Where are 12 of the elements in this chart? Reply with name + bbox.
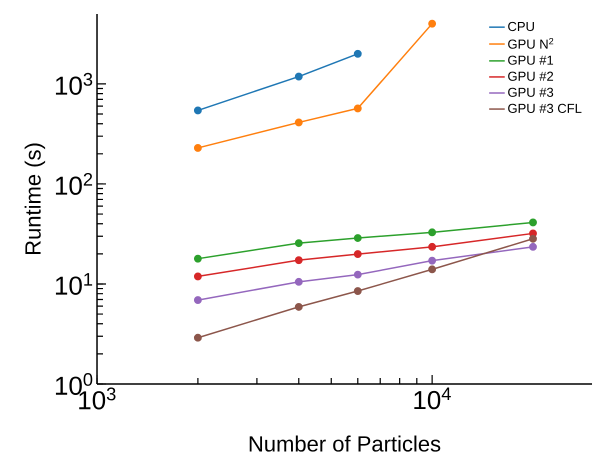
y-tick-label: 10$^{1}$ <box>56 273 92 295</box>
legend-label: GPU #3 <box>508 88 554 97</box>
legend-label: GPU #2 <box>508 72 554 81</box>
x-axis-title: Number of Particles <box>250 436 440 452</box>
legend-label: CPU <box>508 22 534 32</box>
legend-label: GPU #3 CFL <box>508 104 582 113</box>
legend-label: GPU N$^{2}$ <box>508 38 554 49</box>
y-tick-label: 10$^{3}$ <box>56 72 92 95</box>
x-tick-label: 10$^{4}$ <box>414 388 451 410</box>
y-tick-label: 10$^{2}$ <box>56 172 92 195</box>
y-axis-title: Runtime (s) <box>24 144 46 254</box>
legend-label: GPU #1 <box>508 56 554 65</box>
